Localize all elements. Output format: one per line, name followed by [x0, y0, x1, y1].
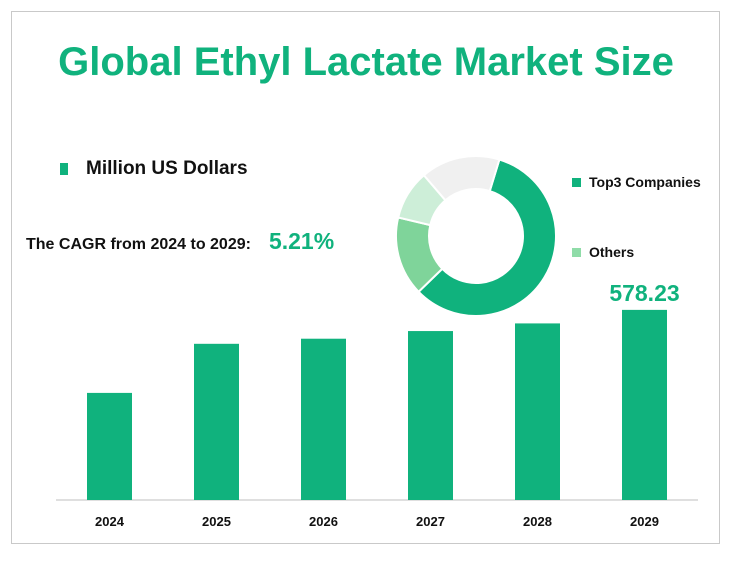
bar-2028: [515, 323, 560, 500]
x-tick-2026: 2026: [309, 514, 338, 529]
x-tick-2027: 2027: [416, 514, 445, 529]
page-title: Global Ethyl Lactate Market Size: [58, 40, 674, 84]
bar-2024: [87, 392, 132, 500]
cagr-value: 5.21%: [268, 228, 335, 254]
donut-legend-top3: Top3 Companies: [572, 174, 701, 190]
data-label-2029: 578.23: [609, 280, 679, 306]
donut-legend-swatch-others: [572, 247, 581, 257]
bar-2025: [194, 343, 239, 500]
x-tick-2029: 2029: [630, 514, 659, 529]
bar-2027: [408, 331, 453, 500]
x-tick-2024: 2024: [95, 514, 125, 529]
unit-legend-label: Million US Dollars: [86, 158, 248, 179]
unit-legend: Million US Dollars: [60, 158, 248, 180]
bar-2026: [301, 338, 346, 500]
donut-segment-3: [422, 155, 501, 202]
cagr-statement: The CAGR from 2024 to 2029: 5.21%: [26, 228, 334, 255]
x-tick-2028: 2028: [523, 514, 552, 529]
donut-segment-0: [417, 158, 557, 317]
x-tick-2025: 2025: [202, 514, 231, 529]
donut-legend-others: Others: [572, 244, 634, 260]
donut-legend-label-top3: Top3 Companies: [589, 174, 701, 190]
unit-legend-swatch: [60, 163, 68, 175]
cagr-label: The CAGR from 2024 to 2029:: [26, 236, 251, 253]
bar-2029: [622, 309, 667, 500]
donut-legend-label-others: Others: [589, 244, 635, 260]
donut-legend-swatch-top3: [572, 177, 581, 187]
